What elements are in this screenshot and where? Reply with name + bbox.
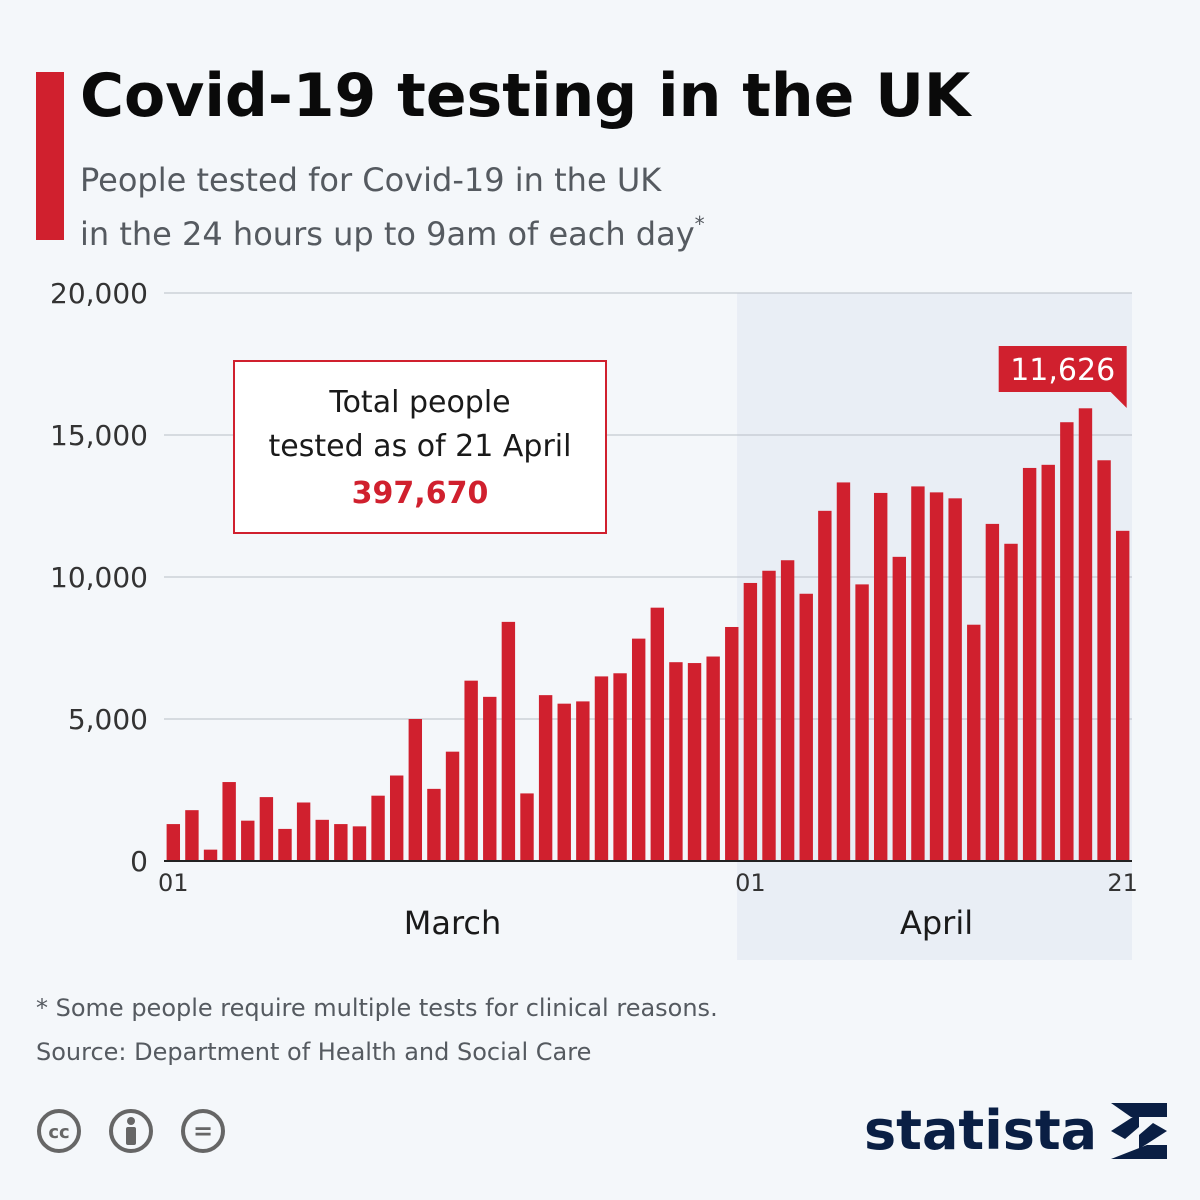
bar <box>818 510 832 861</box>
bar <box>557 703 571 861</box>
y-tick-label: 10,000 <box>50 561 148 594</box>
y-tick-label: 5,000 <box>68 703 148 736</box>
x-tick-label: 01 <box>158 869 189 897</box>
x-tick-label: 21 <box>1107 869 1138 897</box>
bar <box>911 486 925 861</box>
bar <box>967 624 981 861</box>
source-note: Source: Department of Health and Social … <box>36 1038 592 1066</box>
bar <box>948 498 962 861</box>
bar <box>315 819 329 861</box>
bar <box>185 810 199 861</box>
bar <box>427 788 441 861</box>
bar <box>669 662 683 861</box>
bar <box>483 696 497 861</box>
page-title: Covid-19 testing in the UK <box>80 61 971 131</box>
bar <box>687 663 702 861</box>
bar <box>520 793 534 861</box>
bar <box>501 621 516 861</box>
bar <box>762 570 776 861</box>
bar <box>836 482 851 861</box>
total-box-value: 397,670 <box>352 476 489 511</box>
bar <box>278 828 292 861</box>
y-tick-label: 15,000 <box>50 419 148 452</box>
bar <box>743 582 758 861</box>
total-box-line-1: Total people <box>328 385 510 420</box>
bar <box>1041 464 1055 861</box>
bar <box>1078 408 1093 861</box>
callout-value: 11,626 <box>1010 353 1115 388</box>
bar <box>725 626 739 861</box>
bar <box>1022 467 1037 861</box>
bar <box>352 826 367 861</box>
bar <box>464 680 478 861</box>
month-label: April <box>900 904 973 942</box>
cc-icon-text: cc <box>48 1122 69 1143</box>
callout-pointer <box>1110 392 1127 408</box>
bar <box>1097 460 1111 861</box>
bar <box>985 523 1000 861</box>
brand-name: statista <box>864 1099 1098 1162</box>
subtitle-line-1: People tested for Covid-19 in the UK <box>80 161 662 199</box>
bar <box>538 695 553 861</box>
y-axis-labels: 0 5,000 10,000 15,000 20,000 <box>50 277 148 878</box>
y-tick-label: 20,000 <box>50 277 148 310</box>
bars <box>166 408 1130 861</box>
bar <box>241 820 255 861</box>
bar <box>408 719 423 861</box>
bar <box>296 802 311 861</box>
title-accent-bar <box>36 72 64 240</box>
y-tick-label: 0 <box>130 845 148 878</box>
bar <box>166 824 181 861</box>
bar-chart: 0 5,000 10,000 15,000 20,000 01 01 21 March Apr… <box>50 277 1138 960</box>
cc-icon[interactable]: cc <box>36 1108 82 1154</box>
bar <box>613 673 627 861</box>
footnote: * Some people require multiple tests for… <box>36 994 718 1022</box>
bar <box>1004 543 1018 861</box>
total-box-line-2: tested as of 21 April <box>269 429 572 464</box>
bar <box>1060 422 1074 861</box>
bar <box>576 701 590 861</box>
attribution-icon[interactable] <box>108 1108 154 1154</box>
bar <box>334 824 348 861</box>
bar <box>855 584 869 861</box>
bar <box>650 607 665 861</box>
month-label: March <box>404 904 502 942</box>
statista-logo-icon <box>1111 1103 1168 1159</box>
bar <box>445 751 460 861</box>
bar <box>222 782 236 861</box>
total-box-frame <box>233 360 607 534</box>
bar <box>929 492 944 861</box>
bar <box>371 795 385 861</box>
bar <box>259 797 274 861</box>
x-axis-labels: 01 01 21 <box>158 869 1138 897</box>
no-derivatives-icon[interactable]: = <box>180 1108 226 1154</box>
last-value-callout: 11,626 <box>998 346 1127 408</box>
bar <box>892 556 907 861</box>
bar <box>706 656 720 861</box>
subtitle-footnote-mark: * <box>694 212 705 236</box>
bar <box>873 492 888 861</box>
month-labels: March April <box>404 904 973 942</box>
callout-box <box>998 346 1127 392</box>
bar <box>389 775 404 861</box>
bar <box>799 593 813 861</box>
total-tested-box: Total people tested as of 21 April 397,6… <box>233 360 607 534</box>
bar <box>780 560 795 861</box>
bar <box>631 638 646 861</box>
statista-logo[interactable]: statista <box>864 1096 1168 1166</box>
bar <box>594 676 609 861</box>
bar <box>1115 530 1130 861</box>
subtitle-line-2: in the 24 hours up to 9am of each day <box>80 215 695 253</box>
page-subtitle: People tested for Covid-19 in the UK in … <box>80 158 705 256</box>
bar <box>203 849 218 861</box>
nd-icon-text: = <box>193 1117 213 1145</box>
x-tick-label: 01 <box>735 869 766 897</box>
